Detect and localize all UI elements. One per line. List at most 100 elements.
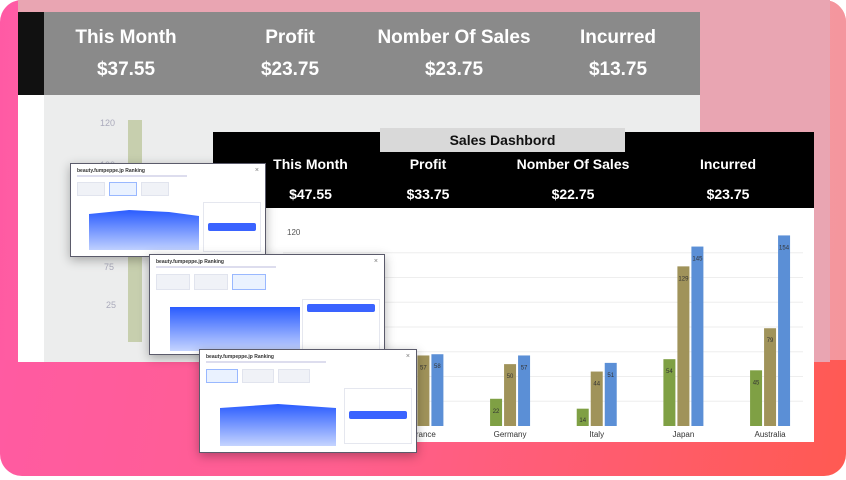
thumbnail-area-chart <box>89 208 199 250</box>
metric-value: $13.75 <box>588 58 648 80</box>
thumbnail-text-line <box>206 361 326 363</box>
list-item[interactable] <box>307 313 375 321</box>
list-item[interactable] <box>349 429 407 437</box>
front-metric-value: $33.75 <box>406 186 450 202</box>
ranking-thumbnail-1[interactable]: beauty.fumpeppe.jp Ranking × <box>70 163 266 257</box>
list-item[interactable] <box>208 215 256 223</box>
thumbnail-tab[interactable] <box>206 369 238 383</box>
back-metric-sales: Nomber Of Sales $23.75 <box>372 12 536 95</box>
thumbnail-tab[interactable] <box>194 274 228 290</box>
front-metric-label: Profit <box>409 156 447 172</box>
x-category-label: France <box>411 430 436 439</box>
dashboard-title: Sales Dashbord <box>380 128 625 152</box>
thumbnail-tab[interactable] <box>278 369 310 383</box>
bar-data-label: 14 <box>579 418 586 424</box>
bar-data-label: 154 <box>779 245 790 251</box>
area-chart-shape <box>170 307 300 351</box>
bar-data-label: 57 <box>420 365 427 371</box>
list-item[interactable] <box>208 239 256 247</box>
x-category-label: Italy <box>589 430 604 439</box>
list-item[interactable] <box>307 304 375 312</box>
back-y-tick: 75 <box>104 262 115 272</box>
front-metric-value: $22.75 <box>551 186 595 202</box>
thumbnail-tab[interactable] <box>77 182 105 196</box>
ranking-thumbnail-2[interactable]: beauty.fumpeppe.jp Ranking × <box>149 254 385 355</box>
thumbnail-tab[interactable] <box>242 369 274 383</box>
chart-bar[interactable] <box>490 398 503 426</box>
chart-bar[interactable] <box>677 266 690 426</box>
front-metric-value: $47.55 <box>289 186 332 202</box>
chart-bar[interactable] <box>576 408 589 426</box>
area-chart-shape <box>89 210 199 250</box>
front-metric-label: This Month <box>273 156 348 172</box>
list-item[interactable] <box>208 223 256 231</box>
bar-data-label: 50 <box>507 374 514 380</box>
thumbnail-text-line <box>156 266 276 268</box>
back-dashboard-edge <box>18 12 46 95</box>
list-item[interactable] <box>307 331 375 339</box>
chart-bar[interactable] <box>778 235 791 426</box>
chart-bar[interactable] <box>764 328 777 426</box>
thumbnail-tab[interactable] <box>156 274 190 290</box>
list-item[interactable] <box>349 420 407 428</box>
list-item[interactable] <box>208 231 256 239</box>
bar-data-label: 51 <box>607 373 614 379</box>
chart-bar[interactable] <box>691 246 704 426</box>
bar-data-label: 145 <box>692 257 703 263</box>
thumbnail-tab[interactable] <box>232 274 266 290</box>
bar-data-label: 57 <box>521 365 528 371</box>
back-metric-profit: Profit $23.75 <box>208 12 372 95</box>
chart-bar[interactable] <box>504 364 517 426</box>
thumbnail-text-line <box>77 175 187 177</box>
area-chart-shape <box>220 404 336 446</box>
metric-label: This Month <box>75 26 177 48</box>
x-category-label: Germany <box>494 430 527 439</box>
metric-value: $37.55 <box>96 58 156 80</box>
thumbnail-title: beauty.fumpeppe.jp Ranking <box>77 168 145 174</box>
metric-value: $23.75 <box>260 58 320 80</box>
chart-bar[interactable] <box>518 355 531 426</box>
back-metric-incurred: Incurred $13.75 <box>536 12 700 95</box>
list-item[interactable] <box>349 402 407 410</box>
thumbnail-tab[interactable] <box>109 182 137 196</box>
list-item[interactable] <box>307 322 375 330</box>
bar-data-label: 44 <box>593 382 600 388</box>
list-item[interactable] <box>307 340 375 348</box>
back-metric-this-month: This Month $37.55 <box>44 12 208 95</box>
chart-bar[interactable] <box>604 362 617 426</box>
bar-data-label: 54 <box>666 369 673 375</box>
chart-bar[interactable] <box>417 355 430 426</box>
chart-bar[interactable] <box>663 359 676 426</box>
close-icon[interactable]: × <box>254 167 259 174</box>
bar-data-label: 79 <box>767 338 774 344</box>
thumbnail-title: beauty.fumpeppe.jp Ranking <box>206 354 274 360</box>
bar-data-label: 45 <box>753 380 760 386</box>
bar-data-label: 22 <box>493 409 500 415</box>
thumbnail-title: beauty.fumpeppe.jp Ranking <box>156 259 224 265</box>
metric-label: Nomber Of Sales <box>377 26 531 48</box>
x-category-label: Australia <box>755 430 787 439</box>
thumbnail-tab[interactable] <box>141 182 169 196</box>
thumbnail-ranking-list <box>203 202 261 252</box>
thumbnail-ranking-list <box>302 299 380 353</box>
close-icon[interactable]: × <box>405 353 410 360</box>
front-metric-label: Nomber Of Sales <box>516 156 630 172</box>
bar-data-label: 129 <box>678 276 689 282</box>
list-item[interactable] <box>349 411 407 419</box>
metric-value: $23.75 <box>424 58 484 80</box>
close-icon[interactable]: × <box>373 258 378 265</box>
thumbnail-ranking-list <box>344 388 412 444</box>
metric-label: Profit <box>265 26 315 48</box>
back-y-tick: 120 <box>100 118 116 128</box>
thumbnail-area-chart <box>170 303 300 351</box>
metric-label: Incurred <box>579 26 657 48</box>
front-metric-value: $23.75 <box>706 186 750 202</box>
front-metric-label: Incurred <box>699 156 756 172</box>
chart-bar[interactable] <box>590 371 603 426</box>
list-item[interactable] <box>349 393 407 401</box>
list-item[interactable] <box>208 207 256 215</box>
thumbnail-area-chart <box>220 402 336 446</box>
chart-bar[interactable] <box>431 354 444 426</box>
chart-bar[interactable] <box>750 370 763 426</box>
ranking-thumbnail-3[interactable]: beauty.fumpeppe.jp Ranking × <box>199 349 417 453</box>
